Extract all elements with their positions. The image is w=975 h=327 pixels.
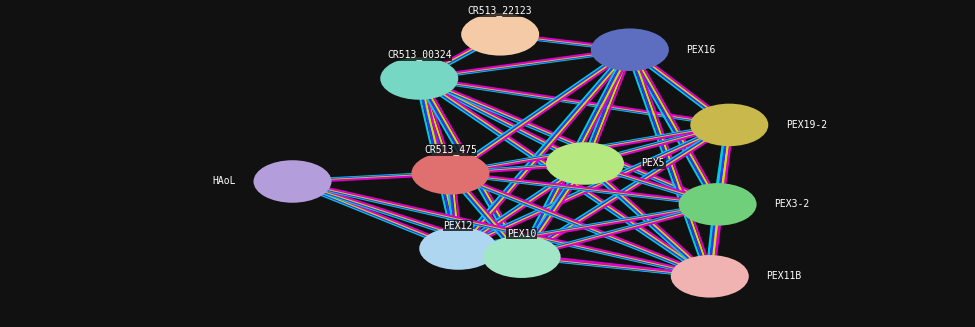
Text: CR513_00324: CR513_00324 bbox=[387, 50, 451, 60]
Text: PEX5: PEX5 bbox=[642, 159, 665, 168]
Ellipse shape bbox=[546, 142, 624, 185]
Text: CR513_22123: CR513_22123 bbox=[468, 6, 532, 16]
Ellipse shape bbox=[671, 255, 749, 298]
Ellipse shape bbox=[254, 160, 332, 203]
Ellipse shape bbox=[411, 152, 489, 195]
Ellipse shape bbox=[690, 104, 768, 146]
Text: PEX3-2: PEX3-2 bbox=[774, 199, 809, 209]
Ellipse shape bbox=[591, 28, 669, 71]
Ellipse shape bbox=[380, 57, 458, 100]
Text: PEX12: PEX12 bbox=[444, 220, 473, 231]
Text: PEX10: PEX10 bbox=[507, 229, 536, 239]
Text: HAoL: HAoL bbox=[213, 177, 236, 186]
Text: PEX16: PEX16 bbox=[686, 45, 716, 55]
Text: PEX11B: PEX11B bbox=[766, 271, 801, 281]
Text: PEX19-2: PEX19-2 bbox=[786, 120, 827, 130]
Ellipse shape bbox=[483, 235, 561, 278]
Text: CR513_475: CR513_475 bbox=[424, 145, 477, 155]
Ellipse shape bbox=[419, 227, 497, 270]
Ellipse shape bbox=[679, 183, 757, 226]
Ellipse shape bbox=[461, 13, 539, 56]
